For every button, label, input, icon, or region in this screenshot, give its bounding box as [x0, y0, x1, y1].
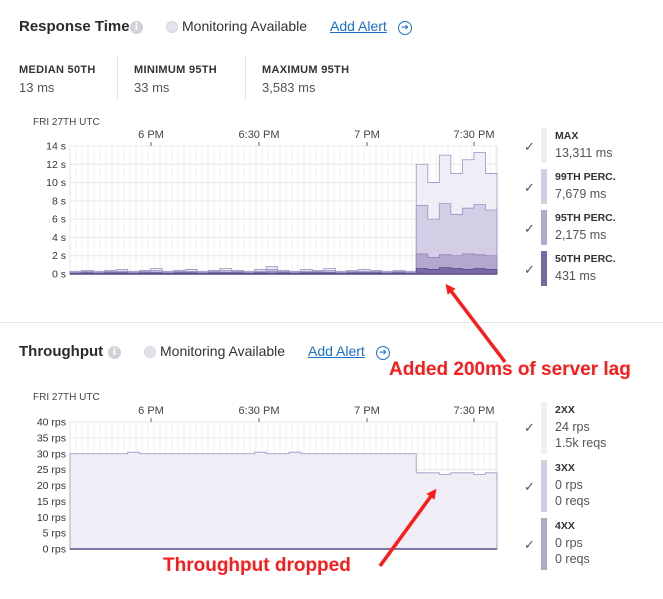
legend-title: 50TH PERC.	[555, 253, 616, 265]
arrow-circle-icon[interactable]: ➔	[376, 346, 390, 360]
tp-x-tick-label: 7 PM	[354, 405, 380, 417]
throughput-dropped-annotation: Throughput dropped	[163, 555, 351, 576]
legend-value: 431 ms	[555, 269, 596, 283]
server-lag-arrow	[445, 283, 507, 364]
stat-label: MINIMUM 95TH	[134, 64, 218, 76]
check-icon[interactable]: ✓	[524, 263, 535, 278]
legend-value: 13,311 ms	[555, 146, 613, 160]
server-lag-annotation: Added 200ms of server lag	[389, 359, 631, 380]
legend-subvalue: 1.5k reqs	[555, 436, 607, 450]
legend-value: 0 rps	[555, 478, 583, 492]
rt-y-tick-label: 4 s	[52, 232, 66, 244]
legend-swatch-99th	[541, 169, 547, 204]
tp-y-tick-label: 0 rps	[43, 544, 66, 556]
tp-y-tick-label: 15 rps	[37, 496, 66, 508]
rt-y-tick-label: 14 s	[46, 141, 66, 153]
legend-swatch-max	[541, 128, 547, 163]
rt-y-tick-label: 10 s	[46, 177, 66, 189]
rt-y-tick-label: 6 s	[52, 214, 66, 226]
stat-value: 13 ms	[19, 80, 55, 95]
monitoring-available-label: Monitoring Available	[160, 343, 286, 359]
rt-y-tick-label: 12 s	[46, 159, 66, 171]
tp-y-tick-label: 30 rps	[37, 448, 66, 460]
legend-title: 2XX	[555, 404, 575, 416]
check-icon[interactable]: ✓	[524, 421, 535, 436]
legend-title: 95TH PERC.	[555, 212, 616, 224]
response-time-title: Response Time	[19, 18, 130, 35]
legend-swatch-95th	[541, 210, 547, 245]
legend-title: 4XX	[555, 520, 575, 532]
legend-swatch-4xx	[541, 518, 547, 570]
check-icon[interactable]: ✓	[524, 222, 535, 237]
stat-label: MEDIAN 50TH	[19, 64, 96, 76]
tp-y-tick-label: 35 rps	[37, 432, 66, 444]
tp-x-tick-label: 6:30 PM	[239, 405, 280, 417]
chart-date-label: FRI 27TH UTC	[33, 392, 100, 403]
stat-divider	[117, 56, 118, 100]
rt-x-tick-label: 6:30 PM	[239, 129, 280, 141]
tp-y-tick-label: 40 rps	[37, 417, 66, 429]
monitoring-status-dot-icon	[166, 21, 178, 33]
monitoring-available-label: Monitoring Available	[182, 18, 308, 34]
chart-date-label: FRI 27TH UTC	[33, 117, 100, 128]
response-time-chart[interactable]: 14 s 12 s 10 s 8 s 6 s 4 s 2 s 0 s 6 PM 6:30 PM 7 …	[0, 128, 520, 288]
throughput-chart[interactable]: 40 rps 35 rps 30 rps 25 rps 20 rps 15 rps 10 r…	[0, 404, 520, 564]
legend-value: 0 rps	[555, 536, 583, 550]
legend-swatch-2xx	[541, 402, 547, 454]
throughput-legend: ✓ 2XX 24 rps 1.5k reqs ✓ 3XX 0 rps 0 req…	[520, 400, 663, 575]
monitoring-status-dot-icon	[144, 346, 156, 358]
rt-x-tick-label: 6 PM	[138, 129, 164, 141]
info-icon[interactable]: i	[130, 21, 143, 34]
stat-label: MAXIMUM 95TH	[262, 64, 350, 76]
tp-y-tick-label: 25 rps	[37, 464, 66, 476]
add-alert-link[interactable]: Add Alert	[330, 18, 387, 34]
stat-value: 33 ms	[134, 80, 170, 95]
legend-value: 2,175 ms	[555, 228, 607, 242]
tp-x-tick-label: 7:30 PM	[454, 405, 495, 417]
legend-value: 24 rps	[555, 420, 590, 434]
legend-swatch-50th	[541, 251, 547, 286]
legend-title: 99TH PERC.	[555, 171, 616, 183]
legend-subvalue: 0 reqs	[555, 552, 590, 566]
tp-y-tick-label: 10 rps	[37, 512, 66, 524]
check-icon[interactable]: ✓	[524, 181, 535, 196]
legend-title: 3XX	[555, 462, 575, 474]
legend-subvalue: 0 reqs	[555, 494, 590, 508]
section-divider	[0, 322, 663, 323]
rt-y-tick-label: 2 s	[52, 250, 66, 262]
legend-value: 7,679 ms	[555, 187, 607, 201]
check-icon[interactable]: ✓	[524, 538, 535, 553]
legend-title: MAX	[555, 130, 579, 142]
stat-value: 3,583 ms	[262, 80, 316, 95]
arrow-circle-icon[interactable]: ➔	[398, 21, 412, 35]
rt-y-tick-label: 0 s	[52, 269, 66, 281]
info-icon[interactable]: i	[108, 346, 121, 359]
rt-y-tick-label: 8 s	[52, 195, 66, 207]
check-icon[interactable]: ✓	[524, 480, 535, 495]
legend-swatch-3xx	[541, 460, 547, 512]
stat-divider	[245, 56, 246, 100]
tp-x-tick-label: 6 PM	[138, 405, 164, 417]
add-alert-link[interactable]: Add Alert	[308, 343, 365, 359]
response-time-legend: ✓ MAX 13,311 ms ✓ 99TH PERC. 7,679 ms ✓ …	[520, 128, 663, 288]
rt-x-tick-label: 7 PM	[354, 129, 380, 141]
check-icon[interactable]: ✓	[524, 140, 535, 155]
rt-x-tick-label: 7:30 PM	[454, 129, 495, 141]
throughput-title: Throughput	[19, 343, 104, 360]
tp-y-tick-label: 5 rps	[43, 528, 66, 540]
tp-y-tick-label: 20 rps	[37, 480, 66, 492]
